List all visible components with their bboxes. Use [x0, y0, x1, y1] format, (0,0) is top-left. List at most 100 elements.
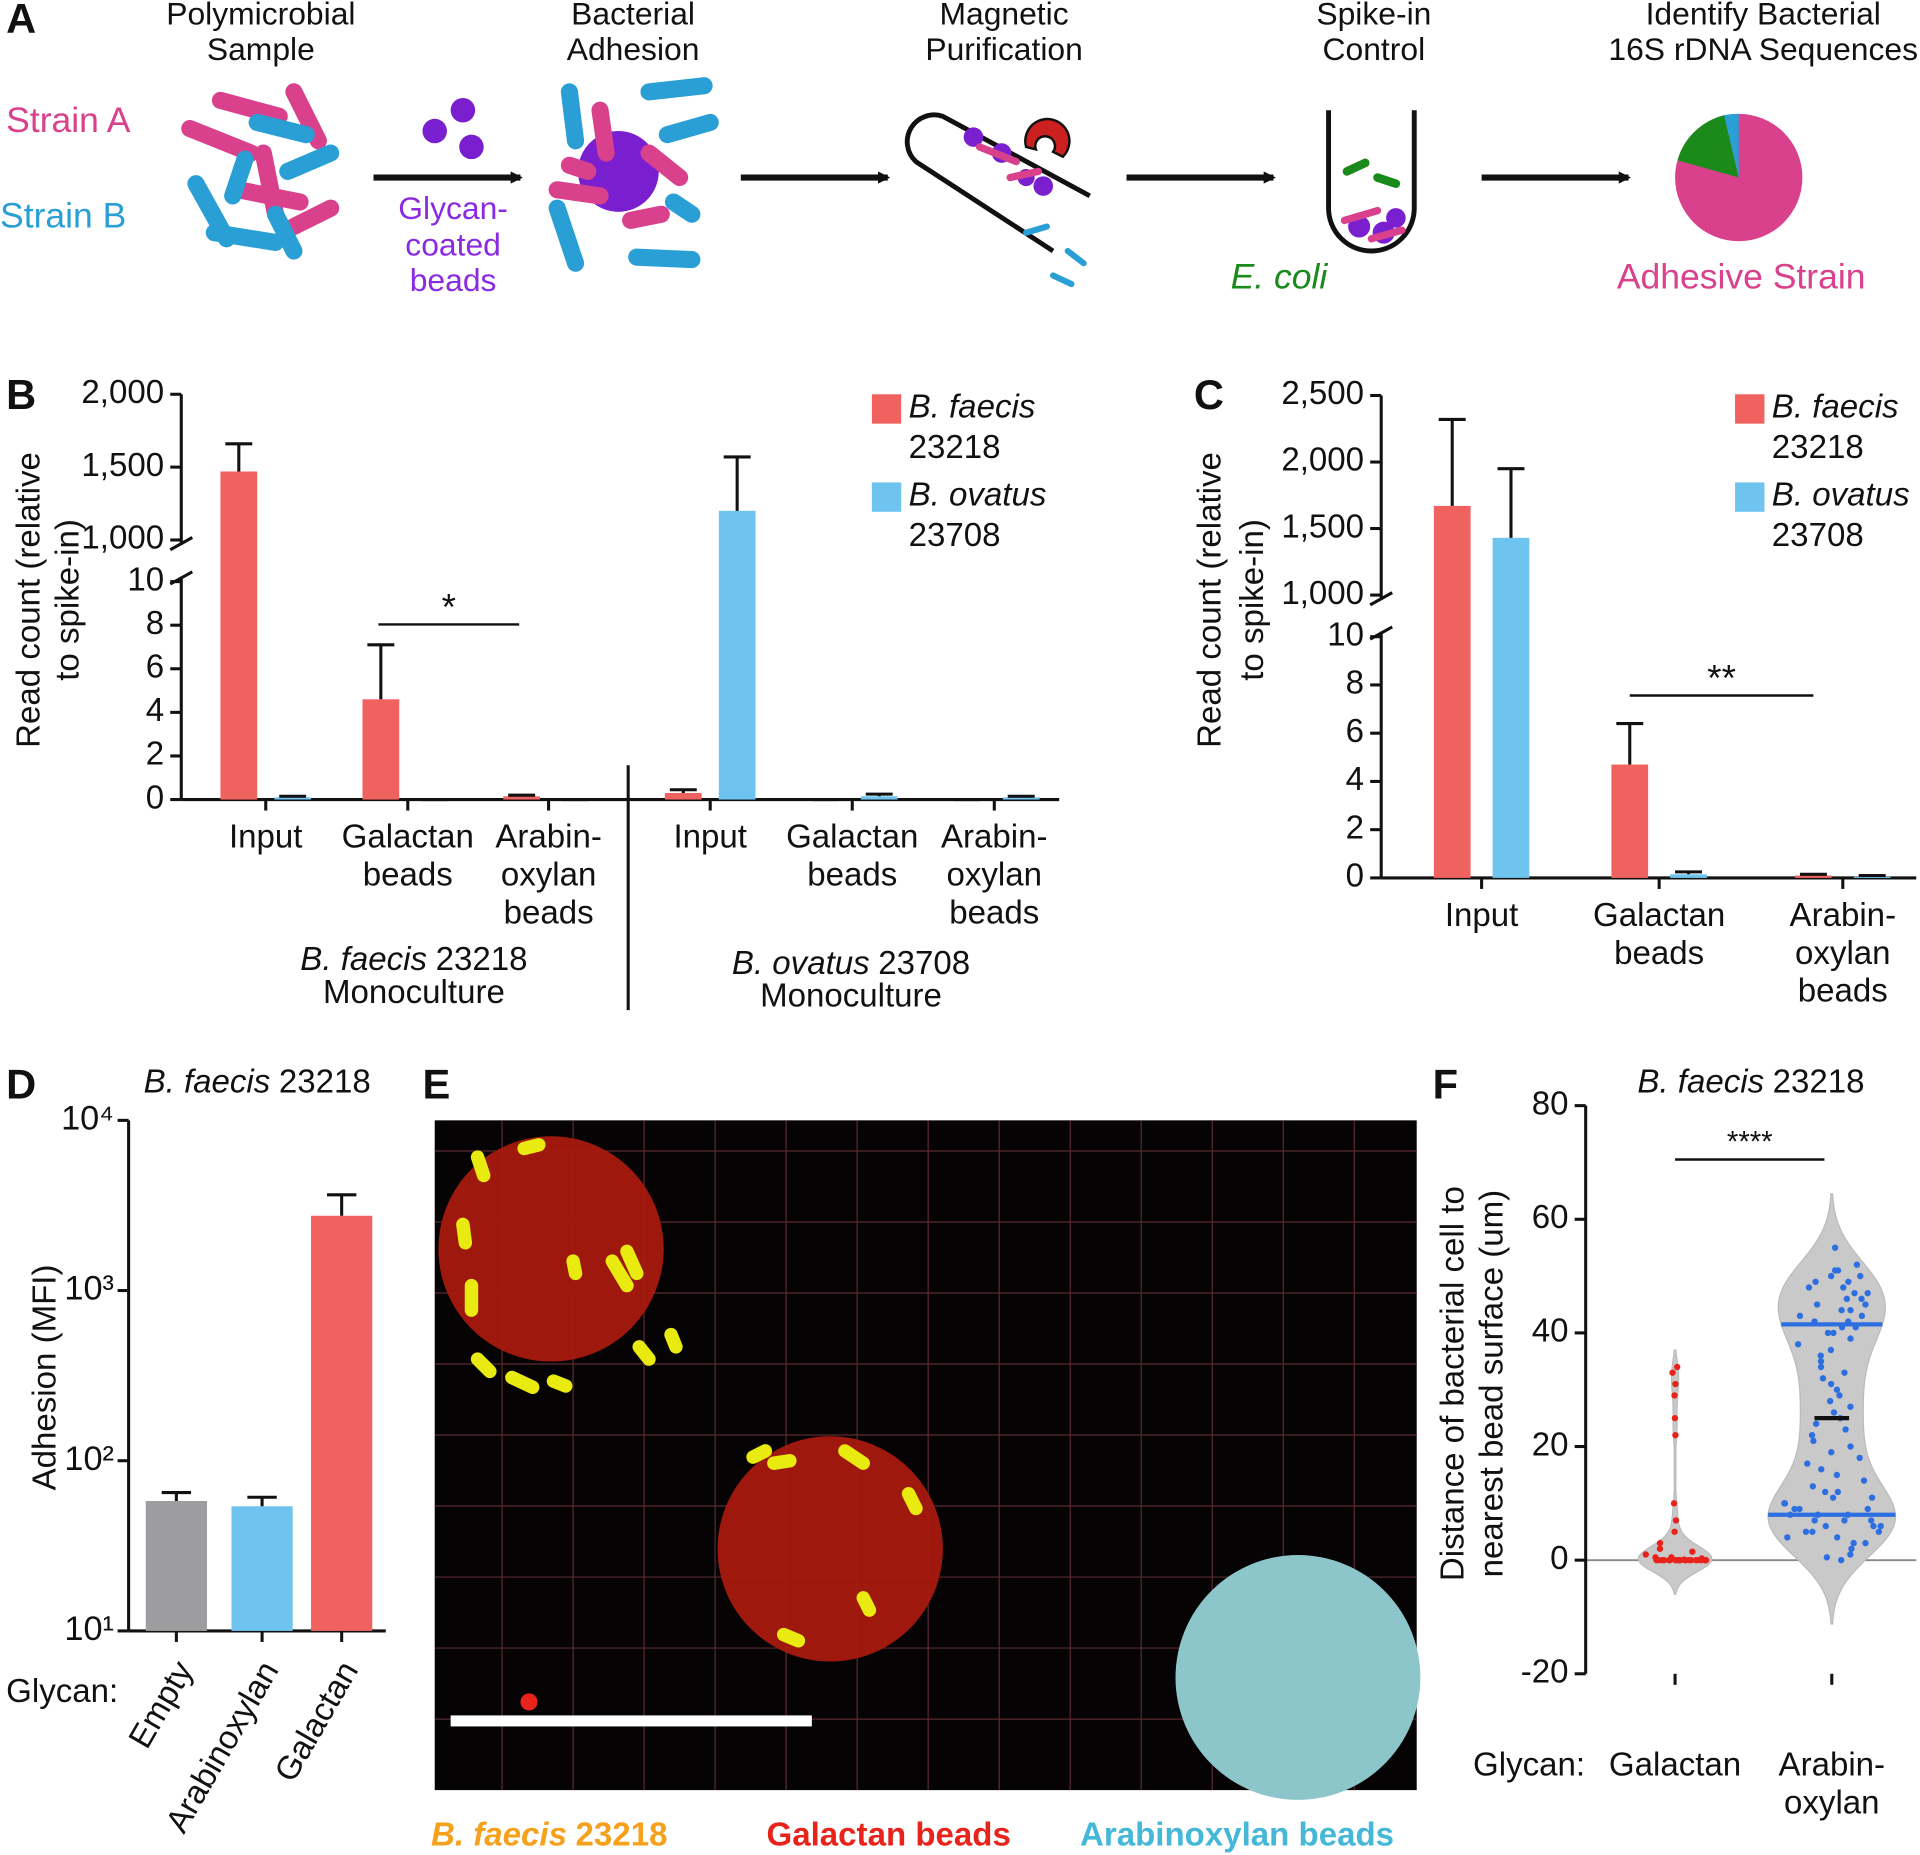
data-point [1853, 1261, 1861, 1268]
title-run: B. faecis [1637, 1063, 1764, 1100]
bar [311, 1215, 373, 1631]
y-tick-label: -20 [1521, 1654, 1569, 1691]
beads-label: coated [405, 227, 501, 263]
bar [664, 793, 702, 800]
data-point [1841, 1517, 1848, 1524]
data-point [1810, 1437, 1817, 1445]
legend-swatch [1735, 394, 1765, 424]
data-point [1840, 1284, 1847, 1291]
error-bar [1675, 870, 1702, 875]
data-point [1833, 1386, 1841, 1393]
data-point [1809, 1528, 1816, 1535]
x-tick-label: beads [1798, 973, 1888, 1010]
y-tick-label: 10³ [64, 1270, 114, 1308]
bar [1611, 764, 1649, 878]
group-label: Monoculture [760, 978, 942, 1015]
data-point [1796, 1312, 1804, 1320]
data-point [1868, 1494, 1876, 1501]
data-point [1669, 1369, 1676, 1376]
data-point [1821, 1488, 1829, 1496]
legend-swatch [1735, 482, 1765, 512]
data-point [1794, 1341, 1802, 1348]
y-axis-label: Distance of bacterial cell to [1434, 1186, 1471, 1581]
y-tick-label: 2,000 [1281, 442, 1364, 479]
error-bar [326, 1193, 357, 1216]
x-tick-label: Galactan [786, 818, 918, 855]
x-tick-label: oxylan [501, 856, 597, 893]
panel-label: F [1433, 1060, 1458, 1107]
data-point [1847, 1335, 1854, 1342]
data-point [1822, 1522, 1829, 1530]
data-point [1655, 1556, 1662, 1564]
x-tick-label: beads [949, 894, 1039, 931]
bar [1002, 797, 1040, 800]
data-point [1671, 1414, 1679, 1422]
data-point [1848, 1545, 1855, 1552]
data-point [1656, 1545, 1664, 1552]
x-tick-label: Empty [122, 1655, 201, 1755]
y-tick-label: 10 [1327, 616, 1364, 653]
x-tick-label: oxylan [947, 856, 1043, 893]
step-title: Bacterial [571, 0, 695, 31]
data-point [1817, 1352, 1824, 1359]
bar [362, 699, 400, 800]
data-point [1847, 1443, 1854, 1450]
data-point [1864, 1505, 1871, 1513]
error-bar [367, 643, 395, 700]
y-tick-label: 6 [1346, 713, 1364, 750]
y-tick-label: 1,000 [1281, 575, 1364, 612]
legend-entry: B. ovatus 23708 [1772, 476, 1910, 553]
error-bar [1616, 722, 1644, 765]
legend-entry: B. faecis 23218 [1772, 388, 1899, 465]
image-legend-run: B. faecis [431, 1816, 567, 1853]
y-tick-label: 0 [1346, 858, 1364, 895]
data-point [1827, 1272, 1835, 1280]
y-tick-label: 8 [1346, 665, 1364, 702]
data-point [1827, 1346, 1835, 1354]
x-tick-label: oxylan [1784, 1785, 1880, 1822]
tube-content [1340, 158, 1406, 244]
data-point [1813, 1301, 1821, 1308]
strain-b-label: Strain B [0, 195, 126, 235]
strain-a-label: Strain A [6, 100, 131, 140]
data-point [1824, 1329, 1832, 1337]
y-axis-label: Read count (relative [10, 452, 47, 748]
data-point [1791, 1505, 1798, 1513]
data-point [1829, 1494, 1837, 1501]
y-tick-label: 40 [1532, 1313, 1569, 1350]
x-tick-label: Arabin- [1779, 1747, 1886, 1784]
y-tick-label: 6 [146, 649, 164, 686]
data-point [1808, 1431, 1816, 1439]
data-point [1847, 1403, 1854, 1410]
data-point [1862, 1301, 1869, 1308]
data-point [1831, 1244, 1839, 1251]
data-point [1812, 1420, 1820, 1427]
x-tick-label: Input [229, 818, 303, 855]
significance-label: ** [1707, 657, 1736, 698]
bar [860, 796, 898, 800]
y-axis-label: nearest bead surface (um) [1474, 1190, 1511, 1578]
image-legend: Galactan beads [767, 1816, 1011, 1853]
x-tick-label: Input [1445, 897, 1519, 934]
data-point [1827, 1380, 1835, 1388]
bead [459, 134, 484, 160]
axis-break [1369, 591, 1393, 607]
y-tick-label: 4 [146, 692, 164, 729]
x-tick-label: oxylan [1795, 935, 1891, 972]
data-point [1804, 1460, 1811, 1467]
data-point [1833, 1471, 1841, 1479]
title-run: B. faecis [300, 941, 427, 978]
panel-label: B [6, 371, 36, 418]
step-title: Magnetic [940, 0, 1069, 31]
data-point [1857, 1272, 1864, 1280]
y-tick-label: 60 [1532, 1199, 1569, 1236]
data-point [1697, 1556, 1705, 1564]
beads-label: Glycan- [398, 190, 508, 226]
data-point [1862, 1539, 1869, 1547]
panel-label: C [1194, 371, 1224, 418]
x-tick-label: Input [673, 818, 747, 855]
y-axis-label: to spike-in) [50, 519, 87, 681]
y-tick-label: 20 [1532, 1426, 1569, 1463]
